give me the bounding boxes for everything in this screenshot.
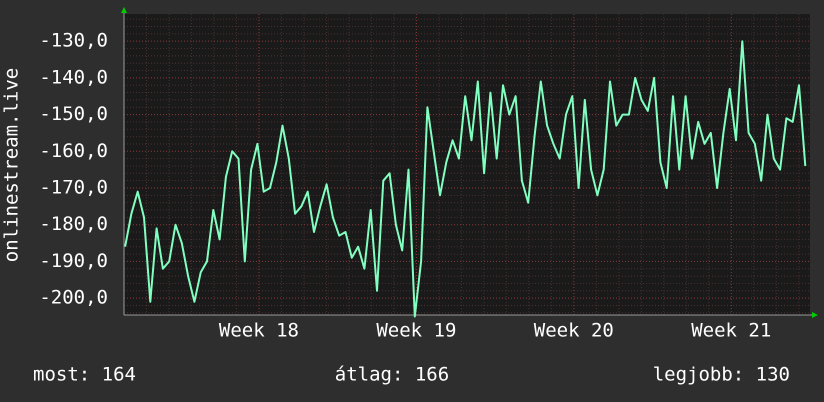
y-tick-label: -140,0 [39, 66, 108, 88]
footer-current: most: 164 [33, 364, 136, 386]
y-tick-label: -200,0 [39, 287, 108, 309]
data-line [124, 40, 807, 318]
footer-average: átlag: 166 [335, 364, 449, 386]
x-axis-arrow [812, 312, 818, 318]
y-axis-arrow [121, 7, 127, 13]
x-tick-label: Week 19 [376, 320, 456, 342]
y-tick-label: -180,0 [39, 213, 108, 235]
y-axis-label: onlinestream.live [1, 68, 23, 262]
x-tick-label: Week 18 [219, 320, 299, 342]
footer-max: legjobb: 130 [653, 364, 790, 386]
y-tick-label: -190,0 [39, 250, 108, 272]
y-tick-label: -130,0 [39, 30, 108, 52]
y-tick-label: -150,0 [39, 103, 108, 125]
plot-area [124, 14, 810, 315]
y-tick-label: -170,0 [39, 176, 108, 198]
x-tick-label: Week 20 [534, 320, 614, 342]
x-tick-label: Week 21 [691, 320, 771, 342]
y-tick-label: -160,0 [39, 140, 108, 162]
